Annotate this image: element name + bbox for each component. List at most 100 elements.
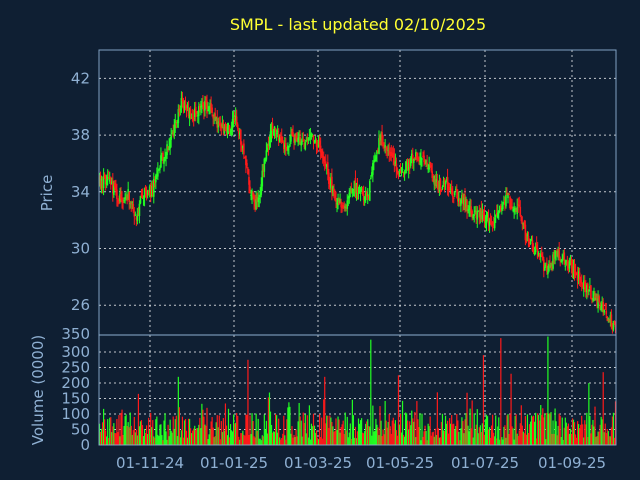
volume-bar (274, 414, 277, 445)
volume-bar (178, 407, 180, 445)
volume-bar (351, 399, 353, 445)
candle (424, 158, 426, 165)
volume-bar (213, 437, 215, 445)
candle-body (366, 193, 369, 197)
candle-body (108, 179, 111, 182)
candle (142, 195, 145, 206)
candle (475, 205, 478, 224)
candle-body (308, 134, 311, 136)
candle (477, 210, 480, 213)
candle-body (417, 157, 419, 161)
candle-body (171, 133, 173, 135)
candle (514, 206, 516, 215)
volume-bar (159, 424, 161, 445)
candle (349, 186, 352, 198)
candle-body (175, 123, 178, 125)
volume-bar (138, 426, 141, 445)
candle-body (230, 127, 233, 131)
volume-bar (435, 435, 437, 445)
candle-body (324, 161, 327, 167)
volume-bar (440, 422, 443, 445)
candle (601, 296, 603, 313)
candle (527, 231, 530, 248)
candle-body (253, 195, 255, 202)
volume-bar (196, 428, 198, 445)
candle (172, 124, 175, 138)
candle (314, 136, 317, 144)
candle-body (185, 106, 188, 110)
candle-body (421, 158, 423, 160)
candle (381, 124, 383, 147)
candle-body (564, 265, 567, 267)
volume-bar (391, 420, 393, 445)
candle-body (368, 181, 371, 201)
candle-body (176, 122, 179, 124)
candle-body (233, 118, 236, 121)
candle (100, 175, 103, 194)
candle-body (465, 199, 467, 208)
candle (175, 119, 178, 129)
candle-body (340, 201, 342, 208)
candle-body (181, 100, 184, 102)
candle (530, 235, 533, 242)
volume-bar (302, 412, 304, 445)
volume-bar (207, 439, 209, 445)
candle-body (466, 200, 468, 212)
candle-body (348, 192, 351, 199)
volume-bar (226, 435, 229, 445)
candle (403, 169, 406, 181)
candle-body (443, 178, 446, 186)
candle-body (239, 129, 242, 145)
candle-body (487, 216, 490, 225)
candle (255, 191, 257, 211)
candle (343, 201, 345, 212)
candle (449, 183, 452, 194)
volume-bar (563, 427, 565, 445)
candle-body (372, 163, 374, 175)
volume-bar (589, 416, 591, 445)
candle-body (293, 135, 295, 143)
candle (579, 276, 582, 287)
volume-panel (98, 336, 617, 445)
candle (409, 156, 412, 169)
candle-body (415, 152, 417, 157)
candle-body (200, 106, 202, 108)
volume-bar (253, 436, 255, 445)
candle (335, 191, 337, 209)
candle (284, 136, 286, 155)
candle-body (129, 203, 132, 205)
candle-body (209, 102, 211, 107)
volume-bar (586, 412, 588, 445)
volume-bar (199, 417, 201, 445)
volume-bar (227, 408, 230, 445)
volume-bar (201, 403, 203, 445)
volume-bar (198, 424, 200, 445)
candle-body (260, 184, 263, 195)
candle (517, 197, 520, 213)
candle (360, 185, 363, 193)
candle-body (573, 264, 576, 274)
candle (354, 170, 357, 199)
volume-bar (144, 433, 147, 445)
candle-body (468, 209, 470, 211)
candle (180, 91, 183, 113)
candle-body (226, 126, 229, 133)
candle (178, 104, 181, 117)
candle (133, 207, 136, 225)
volume-bar (400, 432, 403, 445)
candle (186, 102, 189, 112)
candle (318, 135, 321, 152)
candle-body (165, 154, 167, 159)
date-tick-label: 01-09-25 (538, 454, 606, 472)
candle (529, 238, 532, 245)
candle-body (471, 210, 473, 216)
volume-bar (387, 421, 389, 445)
candle (584, 280, 587, 298)
candle-body (554, 250, 556, 259)
volume-bar (610, 427, 612, 445)
candle (118, 195, 120, 205)
candle-body (609, 315, 612, 323)
volume-bar (241, 433, 243, 445)
candle (225, 123, 228, 136)
